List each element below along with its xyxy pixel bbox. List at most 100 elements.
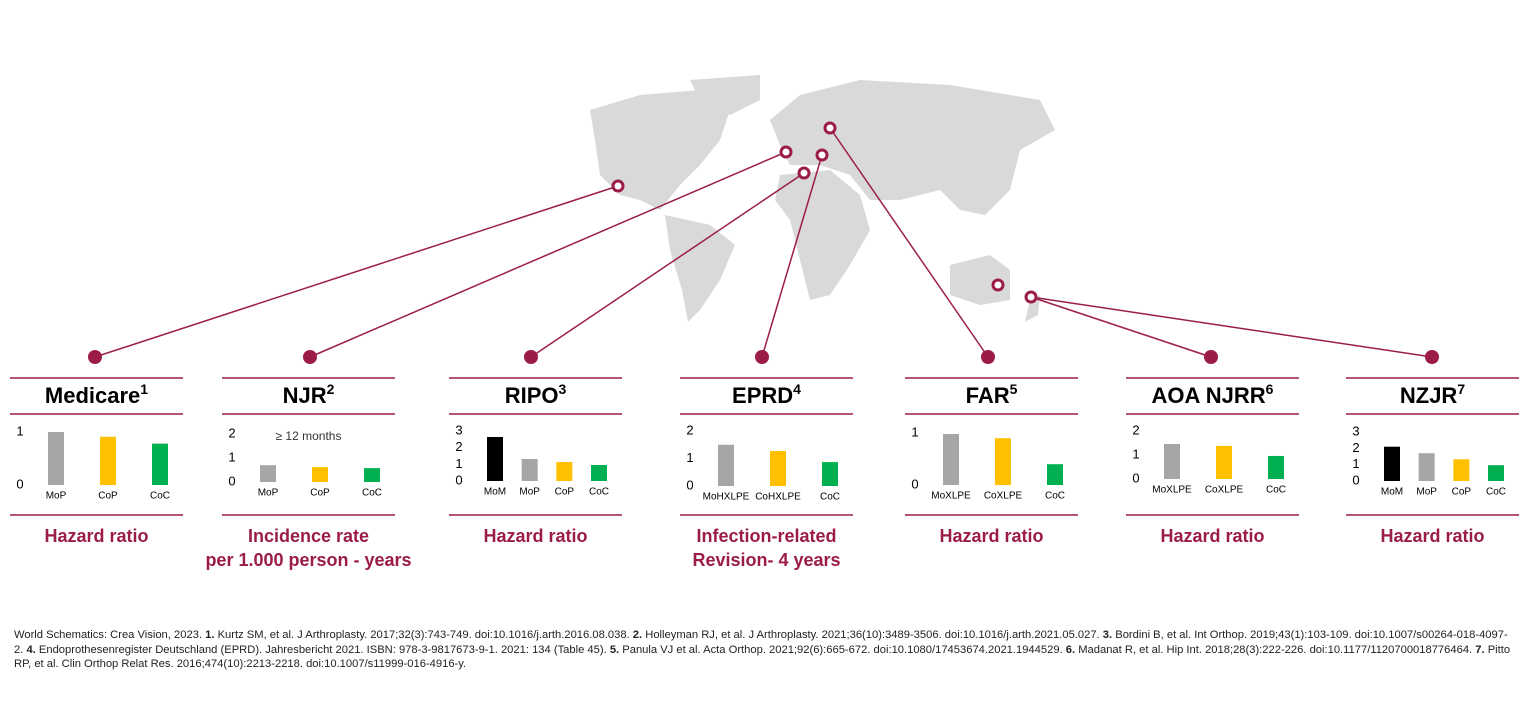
caption: Hazard ratio bbox=[44, 526, 148, 546]
panel-title: FAR5 bbox=[966, 381, 1018, 408]
bar bbox=[260, 465, 276, 482]
x-tick-label: MoP bbox=[46, 491, 67, 502]
title-ref: 2 bbox=[327, 381, 335, 397]
panel-title: NJR2 bbox=[283, 381, 335, 408]
x-tick-label: CoP bbox=[98, 491, 118, 502]
y-tick-label: 1 bbox=[1132, 446, 1139, 461]
source: World Schematics: Crea Vision, 2023. bbox=[14, 629, 202, 641]
bar bbox=[1268, 455, 1284, 479]
x-tick-label: CoC bbox=[589, 487, 609, 498]
registry-dot bbox=[1425, 350, 1439, 364]
reference-text: Pitto RP, et al. Clin Orthop Relat Res. … bbox=[14, 643, 1511, 671]
connector bbox=[530, 172, 805, 358]
map-pin bbox=[779, 145, 793, 159]
connector bbox=[761, 154, 823, 358]
caption: Incidence rate bbox=[248, 526, 369, 546]
connector bbox=[1030, 296, 1212, 358]
bar bbox=[1047, 464, 1063, 485]
y-tick-label: 1 bbox=[228, 449, 235, 464]
x-tick-label: MoHXLPE bbox=[703, 492, 750, 503]
y-tick-label: 1 bbox=[455, 456, 462, 471]
x-tick-label: CoP bbox=[310, 488, 330, 499]
x-tick-label: CoC bbox=[1266, 485, 1286, 496]
reference-text: Panula VJ et al. Acta Orthop. 2021;92(6)… bbox=[622, 643, 1063, 656]
x-tick-label: CoC bbox=[362, 488, 382, 499]
registry-dot bbox=[755, 350, 769, 364]
caption: Infection-related bbox=[696, 526, 836, 546]
reference-number: 1. bbox=[205, 629, 215, 641]
registry-dot bbox=[1204, 350, 1218, 364]
bar bbox=[521, 459, 538, 481]
map-pin bbox=[611, 179, 625, 193]
title-text: NZJR bbox=[1400, 383, 1458, 408]
bar bbox=[770, 451, 786, 486]
title-text: FAR bbox=[966, 383, 1010, 408]
y-tick-label: 2 bbox=[686, 422, 693, 437]
y-tick-label: 0 bbox=[228, 473, 235, 488]
y-tick-label: 2 bbox=[228, 425, 235, 440]
x-tick-label: CoC bbox=[1045, 491, 1065, 502]
map-pin bbox=[815, 148, 829, 162]
x-tick-label: CoXLPE bbox=[1205, 485, 1244, 496]
title-text: EPRD bbox=[732, 383, 793, 408]
reference-number: 6. bbox=[1065, 643, 1076, 656]
caption: Hazard ratio bbox=[1160, 526, 1264, 546]
title-ref: 7 bbox=[1457, 381, 1465, 397]
x-tick-label: MoP bbox=[1416, 487, 1437, 498]
x-tick-label: CoP bbox=[555, 487, 575, 498]
bar bbox=[556, 462, 573, 481]
x-tick-label: CoP bbox=[1452, 487, 1472, 498]
x-tick-label: MoXLPE bbox=[1152, 485, 1192, 496]
world-map bbox=[590, 75, 1055, 322]
title-ref: 3 bbox=[559, 381, 567, 397]
bar bbox=[364, 468, 380, 482]
caption: Hazard ratio bbox=[483, 526, 587, 546]
registry-dot bbox=[981, 350, 995, 364]
y-tick-label: 0 bbox=[911, 476, 918, 491]
title-text: NJR bbox=[283, 383, 327, 408]
x-tick-label: MoP bbox=[519, 487, 540, 498]
caption: Revision- 4 years bbox=[692, 550, 840, 570]
reference-number: 2. bbox=[632, 629, 643, 641]
map-pin bbox=[991, 278, 1005, 292]
bar bbox=[152, 443, 168, 485]
y-tick-label: 0 bbox=[1132, 470, 1139, 485]
x-tick-label: CoC bbox=[820, 492, 840, 503]
x-tick-label: MoM bbox=[1381, 487, 1403, 498]
panel-title: Medicare1 bbox=[45, 381, 148, 408]
title-ref: 1 bbox=[140, 381, 148, 397]
reference-text: Madanat R, et al. Hip Int. 2018;28(3):22… bbox=[1078, 643, 1473, 656]
y-tick-label: 1 bbox=[16, 423, 23, 438]
reference-text: Bordini B, et al. Int Orthop. 2019;43(1)… bbox=[14, 629, 1508, 656]
caption: Hazard ratio bbox=[939, 526, 1043, 546]
x-tick-label: MoXLPE bbox=[931, 491, 971, 502]
panel-title: NZJR7 bbox=[1400, 381, 1465, 408]
reference-text: Holleyman RJ, et al. J Arthroplasty. 202… bbox=[645, 629, 1100, 641]
y-tick-label: 3 bbox=[1352, 423, 1359, 438]
x-tick-label: CoHXLPE bbox=[755, 492, 801, 503]
reference-number: 5. bbox=[609, 643, 620, 656]
y-tick-label: 0 bbox=[686, 477, 693, 492]
map-pin bbox=[823, 121, 837, 135]
y-tick-label: 2 bbox=[1352, 440, 1359, 455]
x-tick-label: CoC bbox=[150, 491, 170, 502]
bar bbox=[1488, 465, 1504, 481]
panel-title: AOA NJRR6 bbox=[1152, 381, 1274, 408]
note: ≥ 12 months bbox=[276, 429, 342, 443]
reference-number: 3. bbox=[1102, 629, 1113, 641]
y-tick-label: 2 bbox=[455, 439, 462, 454]
footnote: World Schematics: Crea Vision, 2023. 1. … bbox=[14, 628, 1514, 672]
registry-dot bbox=[524, 350, 538, 364]
bar bbox=[1453, 459, 1470, 481]
reference-number: 7. bbox=[1475, 643, 1485, 656]
y-tick-label: 2 bbox=[1132, 422, 1139, 437]
bar bbox=[312, 467, 328, 482]
bar bbox=[995, 438, 1011, 485]
y-tick-label: 0 bbox=[16, 476, 23, 491]
bar bbox=[1384, 446, 1400, 481]
x-tick-label: MoM bbox=[484, 487, 506, 498]
caption: per 1.000 person - years bbox=[205, 550, 411, 570]
bar bbox=[822, 462, 838, 486]
